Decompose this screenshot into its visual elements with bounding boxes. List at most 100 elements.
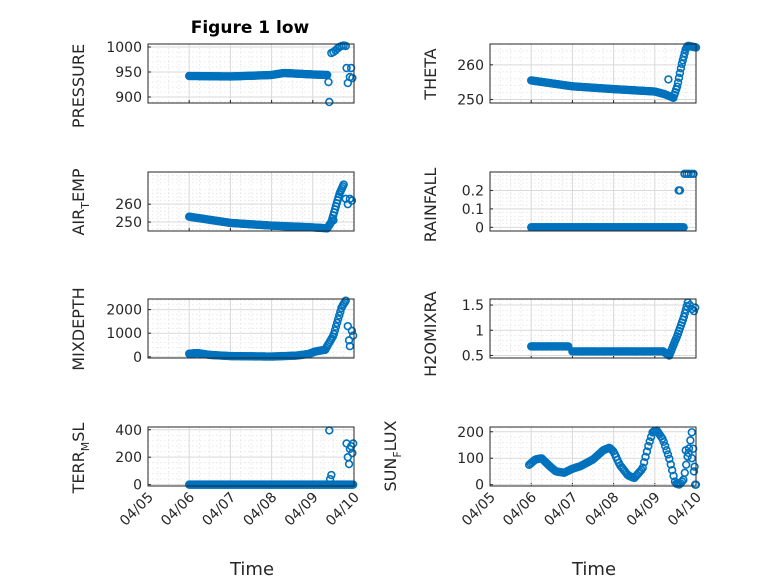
y-tick-label: 1	[475, 323, 484, 339]
data-point	[331, 322, 341, 331]
y-tick-label: 200	[115, 450, 142, 466]
sun-flux-label-part-2: LUX	[381, 420, 400, 451]
data-point	[645, 437, 654, 446]
data-point	[344, 336, 354, 345]
data-point	[346, 63, 356, 73]
y-tick-label: 260	[457, 58, 484, 74]
y-axis-label-mixdepth: MIXDEPTH	[69, 287, 88, 370]
data-point	[329, 329, 339, 339]
subplot-h2omixra: 0.5 1 1.5 H2OMIXRA	[421, 291, 700, 377]
data-point	[675, 68, 685, 78]
data-point	[348, 480, 358, 489]
axes-frame	[147, 43, 355, 104]
data-point	[341, 41, 350, 51]
data-point	[345, 341, 355, 351]
data-point	[347, 326, 357, 336]
data-point	[675, 186, 685, 195]
data-point	[664, 75, 673, 84]
data-point	[642, 447, 652, 456]
data-point	[666, 460, 675, 469]
axes-frame	[489, 171, 697, 232]
data-point	[665, 454, 674, 463]
plot-area-pressure: 900 950 1000	[106, 40, 357, 107]
y-tick-label: 0	[133, 478, 142, 494]
terr-msl-label-part-2: SL	[69, 423, 88, 442]
plot-area-rainfall: 0 0.1 0.2	[462, 169, 698, 236]
data-point	[348, 439, 358, 448]
data-point	[659, 437, 668, 447]
data-point	[329, 216, 338, 225]
data-point	[341, 296, 350, 305]
data-point	[332, 318, 342, 328]
data-point	[689, 467, 699, 476]
axes-frame	[489, 426, 697, 487]
subplot-theta: 250 260 THETA	[421, 41, 701, 109]
y-axis-label-h2omixra: H2OMIXRA	[421, 291, 440, 377]
data-point	[672, 82, 682, 91]
data-point	[687, 428, 696, 437]
data-point	[680, 48, 689, 58]
y-axis-label-terr-msl: TERRMSL	[69, 423, 92, 495]
terr-msl-label-part-1: TERR	[69, 451, 88, 494]
data-point	[342, 63, 351, 73]
y-tick-label: 0	[133, 350, 142, 366]
data-point	[639, 458, 649, 467]
y-tick-label: 0.2	[462, 183, 484, 199]
y-tick-label: 200	[457, 425, 484, 441]
subplot-pressure: 900 950 1000 PRESSURE	[69, 40, 357, 128]
data-point	[660, 441, 670, 451]
data-point	[678, 56, 687, 65]
y-tick-label: 0.1	[462, 202, 484, 218]
data-point	[684, 169, 693, 179]
x-tick-label: 04/07	[199, 490, 239, 530]
y-tick-label: 0	[475, 478, 484, 494]
data-point	[680, 309, 690, 318]
x-tick-label: 04/10	[323, 490, 363, 530]
plot-area-terr-msl: 0 200 400 04/05 04/06 04/07 04/08 04/09 04/10	[115, 423, 363, 530]
x-tick-label: 04/05	[117, 490, 157, 530]
axes-frame	[489, 43, 697, 104]
data-point	[686, 436, 695, 445]
data-point	[686, 169, 696, 179]
subplot-mixdepth: 0 1000 2000 MIXDEPTH	[69, 287, 358, 371]
data-point	[690, 303, 700, 312]
x-tick-label: 04/08	[241, 490, 281, 530]
y-axis-label-rainfall: RAINFALL	[421, 168, 440, 243]
data-point	[330, 326, 340, 335]
data-point	[327, 470, 336, 480]
y-axis-label-air-temp: AIRTEMP	[69, 168, 92, 235]
plot-area-theta: 250 260	[457, 41, 701, 109]
data-point	[680, 468, 689, 477]
axes-frame	[147, 298, 355, 359]
data-point	[644, 441, 653, 451]
y-axis-label-sun-flux: SUNFLUX	[381, 420, 404, 491]
x-tick-label: 04/06	[158, 489, 198, 529]
data-point	[348, 331, 358, 340]
data-point	[690, 480, 700, 489]
data-point	[325, 97, 334, 107]
subplot-sun-flux: 0 100 200 04/05 04/06 04/07 04/08 04/09 04/10 SU…	[381, 420, 705, 529]
data-point	[667, 465, 677, 475]
data-point	[339, 180, 348, 189]
y-axis-label-pressure: PRESSURE	[69, 44, 88, 128]
data-point	[681, 460, 691, 469]
data-point	[333, 314, 343, 324]
y-tick-label: 0.5	[462, 348, 484, 364]
y-tick-label: 260	[115, 197, 142, 213]
data-point	[345, 194, 355, 204]
y-axis-label-theta: THETA	[421, 48, 440, 100]
data-point	[638, 463, 647, 472]
y-tick-label: 1000	[106, 326, 142, 342]
data-point	[325, 474, 335, 484]
plot-area-sun-flux: 0 100 200 04/05 04/06 04/07 04/08 04/09 04/10	[457, 425, 705, 530]
x-tick-label: 04/09	[624, 490, 664, 530]
y-tick-label: 900	[115, 90, 142, 106]
data-point	[679, 312, 689, 322]
data-point	[674, 73, 684, 83]
air-temp-label-part-1: AIR	[69, 209, 88, 236]
y-tick-label: 1000	[106, 40, 142, 56]
sun-flux-label-part-1: SUN	[381, 458, 400, 492]
data-point	[687, 454, 697, 463]
